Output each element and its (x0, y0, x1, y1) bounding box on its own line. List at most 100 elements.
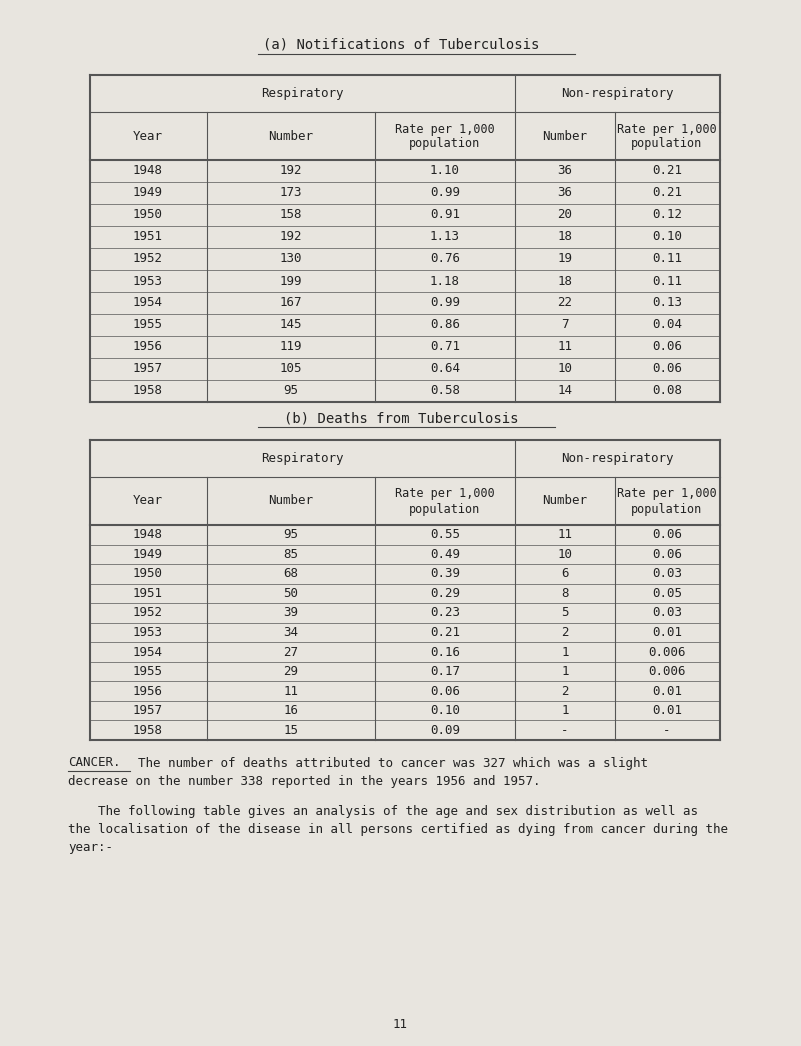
Text: 1958: 1958 (133, 385, 163, 397)
Text: 0.99: 0.99 (430, 186, 460, 200)
Text: 18: 18 (557, 274, 573, 288)
Text: 50: 50 (284, 587, 299, 600)
Text: 0.10: 0.10 (652, 230, 682, 244)
Text: 22: 22 (557, 296, 573, 310)
Text: 0.06: 0.06 (652, 528, 682, 541)
Text: 1950: 1950 (133, 208, 163, 222)
Text: 36: 36 (557, 186, 573, 200)
Text: 0.006: 0.006 (648, 665, 686, 678)
Text: 199: 199 (280, 274, 302, 288)
Text: 14: 14 (557, 385, 573, 397)
Text: 1957: 1957 (133, 363, 163, 376)
Text: 11: 11 (557, 528, 573, 541)
Text: 1.13: 1.13 (430, 230, 460, 244)
Text: 11: 11 (284, 685, 299, 698)
Text: 15: 15 (284, 724, 299, 736)
Text: 1951: 1951 (133, 230, 163, 244)
Text: 0.55: 0.55 (430, 528, 460, 541)
Text: 1948: 1948 (133, 528, 163, 541)
Text: CANCER.: CANCER. (68, 756, 120, 770)
Text: 1949: 1949 (133, 548, 163, 561)
Text: 1955: 1955 (133, 665, 163, 678)
Text: 1950: 1950 (133, 567, 163, 581)
Text: 0.29: 0.29 (430, 587, 460, 600)
Text: 0.76: 0.76 (430, 252, 460, 266)
Text: 0.04: 0.04 (652, 318, 682, 332)
Text: year:-: year:- (68, 841, 113, 855)
Text: 1958: 1958 (133, 724, 163, 736)
Text: 1956: 1956 (133, 685, 163, 698)
Text: 1955: 1955 (133, 318, 163, 332)
Text: 0.39: 0.39 (430, 567, 460, 581)
Text: 10: 10 (557, 548, 573, 561)
Text: decrease on the number 338 reported in the years 1956 and 1957.: decrease on the number 338 reported in t… (68, 775, 541, 789)
Text: -: - (562, 724, 569, 736)
Text: Number: Number (268, 495, 313, 507)
Text: 0.006: 0.006 (648, 645, 686, 659)
Text: Number: Number (268, 130, 313, 142)
Text: 0.64: 0.64 (430, 363, 460, 376)
Text: 192: 192 (280, 164, 302, 178)
Text: population: population (409, 502, 481, 516)
Text: 145: 145 (280, 318, 302, 332)
Text: 1949: 1949 (133, 186, 163, 200)
Text: 158: 158 (280, 208, 302, 222)
Text: 0.06: 0.06 (652, 548, 682, 561)
Text: 0.01: 0.01 (652, 685, 682, 698)
Text: 0.06: 0.06 (652, 341, 682, 354)
Text: 0.16: 0.16 (430, 645, 460, 659)
Text: 130: 130 (280, 252, 302, 266)
Text: 0.21: 0.21 (430, 626, 460, 639)
Text: 173: 173 (280, 186, 302, 200)
Text: 19: 19 (557, 252, 573, 266)
Text: 2: 2 (562, 626, 569, 639)
Text: 16: 16 (284, 704, 299, 718)
Text: population: population (409, 137, 481, 151)
Text: 0.08: 0.08 (652, 385, 682, 397)
Text: 0.11: 0.11 (652, 252, 682, 266)
Text: 1953: 1953 (133, 274, 163, 288)
Text: 0.11: 0.11 (652, 274, 682, 288)
Text: 0.03: 0.03 (652, 607, 682, 619)
Text: 1952: 1952 (133, 252, 163, 266)
Text: 1: 1 (562, 704, 569, 718)
Text: 68: 68 (284, 567, 299, 581)
Text: 0.01: 0.01 (652, 704, 682, 718)
Text: 29: 29 (284, 665, 299, 678)
Text: Rate per 1,000: Rate per 1,000 (395, 487, 495, 500)
Text: Respiratory: Respiratory (261, 452, 344, 465)
Text: population: population (631, 502, 702, 516)
Text: 1954: 1954 (133, 296, 163, 310)
Text: 85: 85 (284, 548, 299, 561)
Text: 1951: 1951 (133, 587, 163, 600)
Text: Number: Number (542, 495, 587, 507)
Text: 0.13: 0.13 (652, 296, 682, 310)
Text: 27: 27 (284, 645, 299, 659)
Text: 119: 119 (280, 341, 302, 354)
Text: 1948: 1948 (133, 164, 163, 178)
Text: Non-respiratory: Non-respiratory (561, 87, 674, 100)
Text: (a) Notifications of Tuberculosis: (a) Notifications of Tuberculosis (263, 38, 539, 52)
Text: 0.17: 0.17 (430, 665, 460, 678)
Text: 1957: 1957 (133, 704, 163, 718)
Text: 0.71: 0.71 (430, 341, 460, 354)
Text: 0.91: 0.91 (430, 208, 460, 222)
Text: 192: 192 (280, 230, 302, 244)
Text: 0.99: 0.99 (430, 296, 460, 310)
Text: 10: 10 (557, 363, 573, 376)
Text: The number of deaths attributed to cancer was 327 which was a slight: The number of deaths attributed to cance… (138, 756, 648, 770)
Text: (b) Deaths from Tuberculosis: (b) Deaths from Tuberculosis (284, 411, 518, 425)
Text: 1.18: 1.18 (430, 274, 460, 288)
Text: Non-respiratory: Non-respiratory (561, 452, 674, 465)
Text: 0.06: 0.06 (430, 685, 460, 698)
Text: Rate per 1,000: Rate per 1,000 (617, 122, 717, 136)
Text: The following table gives an analysis of the age and sex distribution as well as: The following table gives an analysis of… (98, 805, 698, 819)
Text: population: population (631, 137, 702, 151)
Text: 1: 1 (562, 665, 569, 678)
Text: 36: 36 (557, 164, 573, 178)
Text: 20: 20 (557, 208, 573, 222)
Text: 1954: 1954 (133, 645, 163, 659)
Text: 0.06: 0.06 (652, 363, 682, 376)
Text: 0.21: 0.21 (652, 186, 682, 200)
Text: 7: 7 (562, 318, 569, 332)
